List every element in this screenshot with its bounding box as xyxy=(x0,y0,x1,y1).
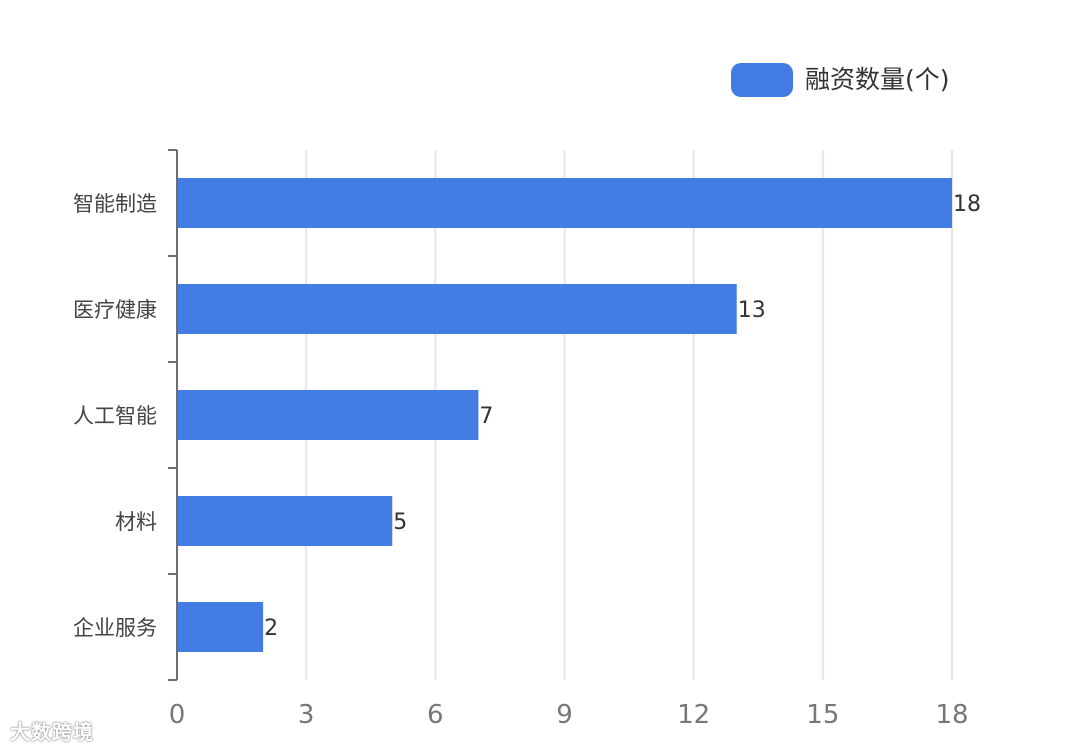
bars xyxy=(177,178,952,652)
grid-lines xyxy=(305,150,953,680)
category-label: 智能制造 xyxy=(73,192,157,216)
bar xyxy=(177,496,393,546)
legend-label: 融资数量(个) xyxy=(805,65,950,94)
data-label: 7 xyxy=(479,404,493,429)
category-label: 人工智能 xyxy=(73,404,157,428)
legend: 融资数量(个) xyxy=(731,63,950,97)
x-tick-label: 9 xyxy=(556,700,573,730)
category-label: 材料 xyxy=(115,510,157,534)
bar xyxy=(177,284,737,334)
data-label: 13 xyxy=(738,298,766,323)
x-tick-labels: 0 3 6 9 12 15 18 xyxy=(169,700,969,730)
category-label: 企业服务 xyxy=(73,616,157,640)
category-label: 医疗健康 xyxy=(73,298,157,322)
bar xyxy=(177,602,264,652)
legend-swatch xyxy=(731,63,793,97)
bar xyxy=(177,178,952,228)
watermark-logo: 大数跨境 xyxy=(10,720,94,744)
data-label: 2 xyxy=(264,616,278,641)
data-labels: 18 13 7 5 2 xyxy=(264,192,981,641)
x-tick-label: 18 xyxy=(935,700,968,730)
x-tick-label: 6 xyxy=(427,700,444,730)
bar xyxy=(177,390,479,440)
x-tick-label: 3 xyxy=(298,700,315,730)
data-label: 5 xyxy=(393,510,407,535)
data-label: 18 xyxy=(953,192,981,217)
axes xyxy=(168,149,178,681)
x-tick-label: 15 xyxy=(806,700,839,730)
x-tick-label: 12 xyxy=(677,700,710,730)
x-tick-label: 0 xyxy=(169,700,186,730)
